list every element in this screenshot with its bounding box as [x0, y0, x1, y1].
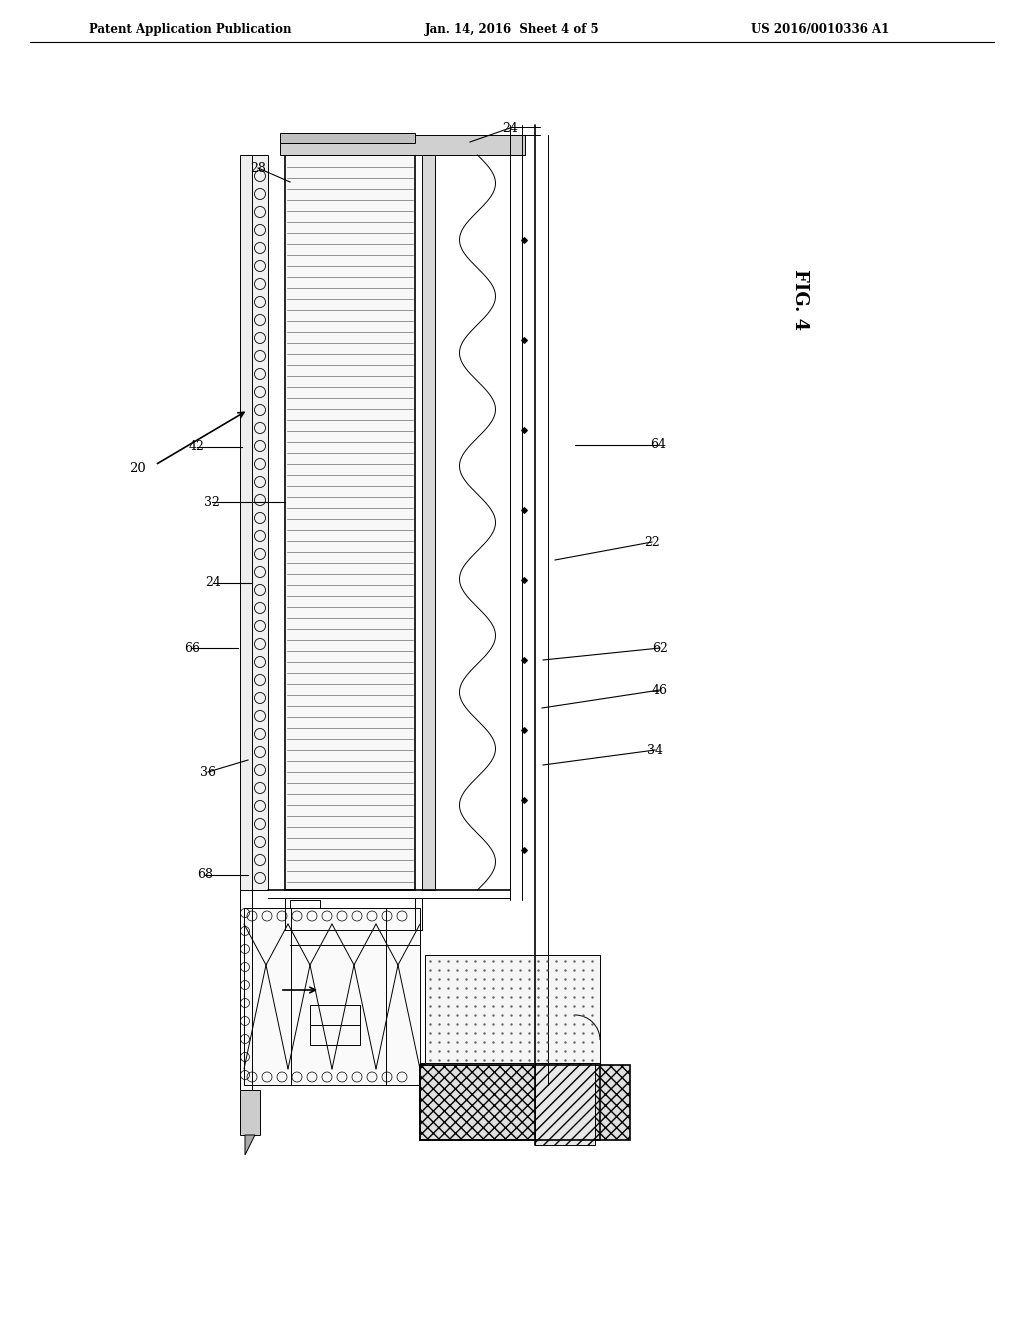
Bar	[422, 154, 435, 890]
Text: 42: 42	[189, 441, 205, 454]
Text: 24: 24	[205, 577, 221, 590]
Text: 68: 68	[197, 869, 213, 882]
Text: Patent Application Publication: Patent Application Publication	[89, 24, 291, 37]
Bar	[420, 1065, 630, 1140]
Bar	[252, 154, 268, 890]
Text: 36: 36	[200, 766, 216, 779]
Text: 64: 64	[650, 438, 666, 451]
Polygon shape	[245, 1135, 255, 1155]
Polygon shape	[240, 1090, 260, 1135]
Text: 66: 66	[184, 642, 200, 655]
Text: 46: 46	[652, 684, 668, 697]
Text: 34: 34	[647, 743, 663, 756]
Text: FIG. 4: FIG. 4	[791, 269, 809, 330]
Text: Jan. 14, 2016  Sheet 4 of 5: Jan. 14, 2016 Sheet 4 of 5	[425, 24, 599, 37]
Bar	[310, 1005, 360, 1045]
Bar	[290, 900, 319, 931]
Text: 24: 24	[502, 121, 518, 135]
Bar	[285, 154, 415, 890]
Bar	[280, 135, 525, 154]
Bar	[535, 1063, 595, 1144]
Bar	[240, 154, 252, 890]
Bar	[280, 133, 415, 143]
Bar	[244, 908, 420, 1085]
Text: 22: 22	[644, 536, 659, 549]
Text: US 2016/0010336 A1: US 2016/0010336 A1	[751, 24, 889, 37]
Text: 28: 28	[250, 161, 266, 174]
Bar	[425, 954, 600, 1065]
Text: 62: 62	[652, 642, 668, 655]
Text: 32: 32	[204, 495, 220, 508]
Text: 20: 20	[130, 462, 146, 475]
